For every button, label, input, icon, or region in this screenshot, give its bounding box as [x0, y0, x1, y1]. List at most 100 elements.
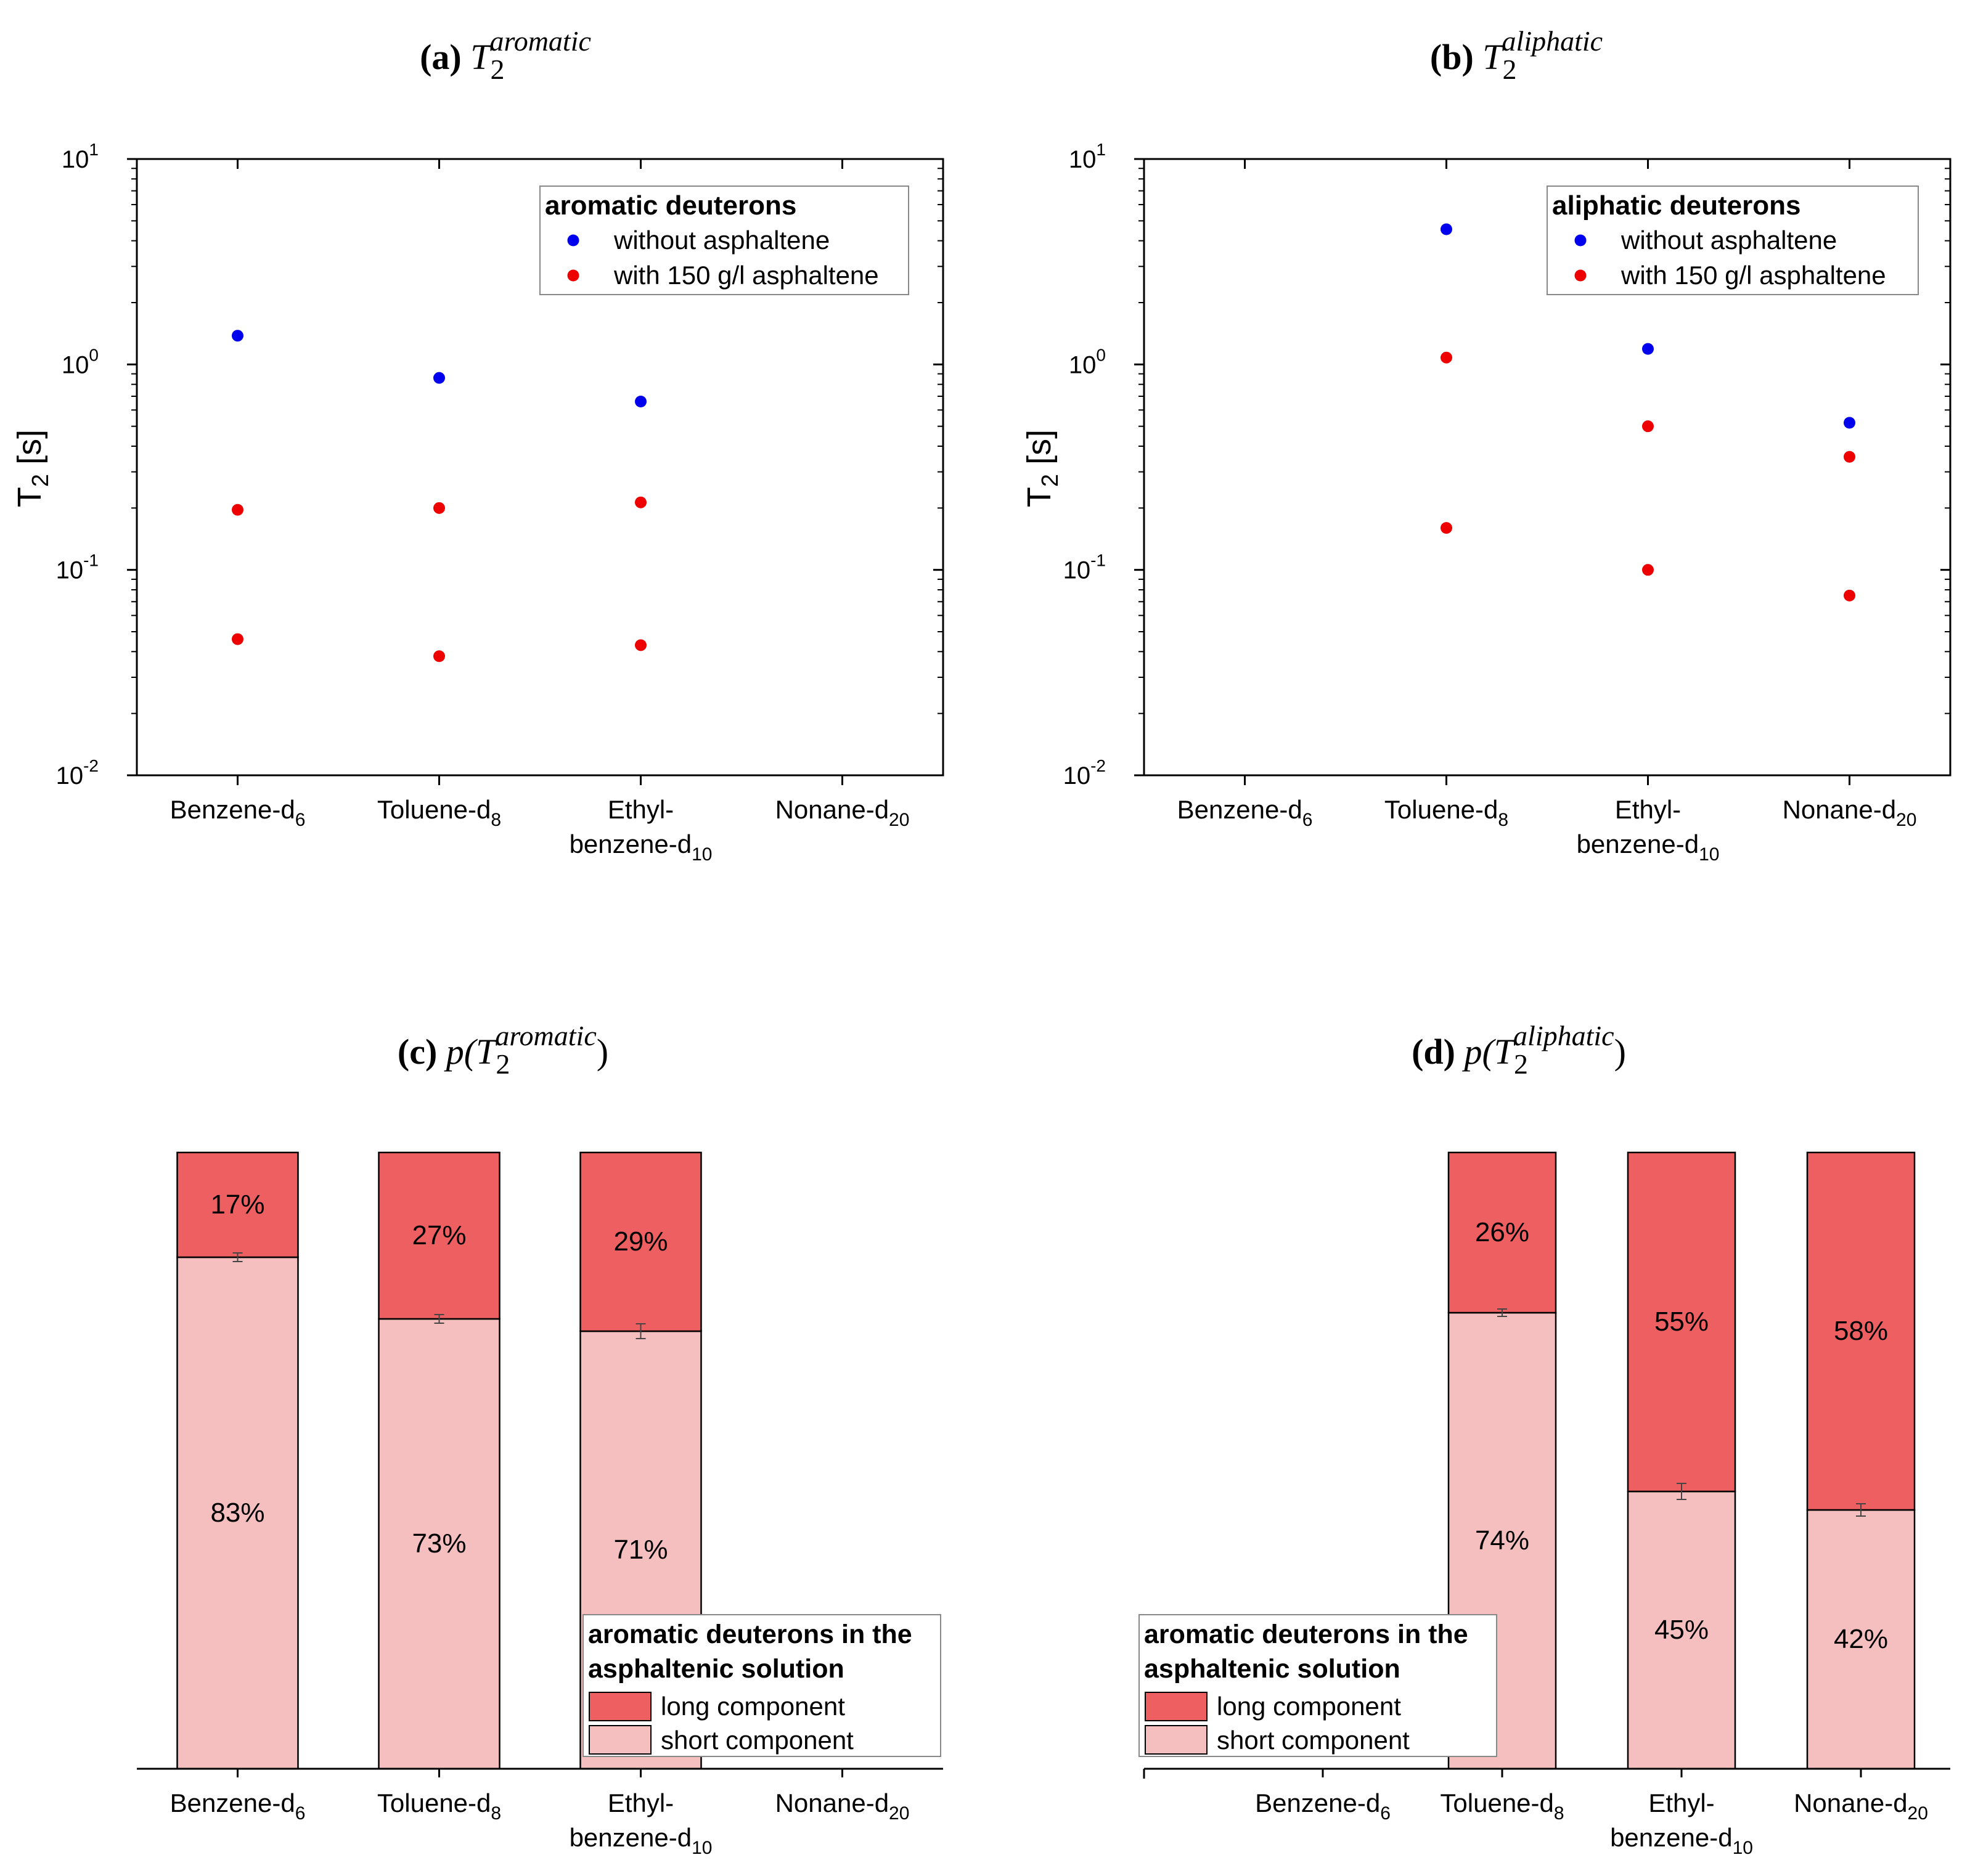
panel-a-category-label-1-text: Toluene-d: [377, 795, 491, 824]
panel-c-category-label-1-sub: 8: [491, 1803, 501, 1824]
panel-a-point-without-asphaltene-2: [635, 396, 647, 407]
panel-b-legend-marker-red: [1575, 270, 1587, 282]
panel-c-category-label-0-text: Benzene-d: [170, 1788, 295, 1817]
panel-b-legend: aliphatic deuterons without asphaltene w…: [1547, 186, 1918, 295]
panel-c-title-superscript: aromatic: [495, 1020, 596, 1051]
panel-c-category-label-2-line2-text: benzene-d: [570, 1823, 692, 1852]
panel-b-category-label-2-line2: benzene-d10: [1577, 830, 1720, 865]
panel-d-bar-long-label-2: 55%: [1654, 1307, 1709, 1337]
panel-d-title: (d) p(T2aliphatic): [1412, 1020, 1626, 1080]
panel-d-category-label-1: Toluene-d8: [1440, 1788, 1564, 1824]
panel-c-legend-item-long: long component: [661, 1692, 845, 1721]
panel-c-legend-title-line1: aromatic deuterons in the: [588, 1620, 912, 1649]
panel-a-point-with-asphaltene-5: [635, 639, 647, 651]
panel-a-category-label-0-sub: 6: [295, 810, 306, 830]
panel-b-category-label-0-text: Benzene-d: [1177, 795, 1302, 824]
panel-c-title-space: [437, 1032, 446, 1072]
panel-a-legend: aromatic deuterons without asphaltene wi…: [540, 186, 909, 295]
panel-d-legend-item-long: long component: [1217, 1692, 1401, 1721]
panel-b-ylabel-sub: 2: [1037, 474, 1063, 487]
panel-b-ylabel-main: T: [1021, 487, 1058, 507]
panel-b-legend-item-without: without asphaltene: [1621, 226, 1837, 255]
panel-a-point-with-asphaltene-2: [635, 497, 647, 508]
panel-d-category-label-2-line2: benzene-d10: [1610, 1823, 1753, 1858]
panel-d-category-label-2-text: Ethyl-: [1648, 1788, 1714, 1817]
panel-a-y-tick-label-0: 10-2: [56, 756, 99, 789]
panel-a-t2-aromatic: (a) T2aromatic T2 [s] 10-210-1100101 Ben…: [11, 25, 943, 865]
panel-a-ylabel-rest: [s]: [11, 430, 48, 474]
panel-c-x-ticks: Benzene-d6 Toluene-d8 Ethyl-benzene-d10 Non…: [170, 1769, 910, 1858]
panel-c-title-prefix: p(: [444, 1032, 478, 1072]
panel-c-category-label-2-line2: benzene-d10: [570, 1823, 713, 1858]
panel-a-ylabel-main: T: [11, 487, 48, 507]
panel-a-category-label-1-sub: 8: [491, 810, 501, 830]
panel-d-bar-short-label-3: 42%: [1834, 1624, 1888, 1654]
panel-c-category-label-3-text: Nonane-d: [775, 1788, 889, 1817]
panel-c-bar-long-label-0: 17%: [210, 1189, 264, 1220]
panel-b-category-label-1-sub: 8: [1498, 810, 1508, 830]
panel-b-title-subscript: 2: [1503, 54, 1517, 85]
panel-a-legend-title: aromatic deuterons: [545, 190, 796, 221]
panel-a-point-with-asphaltene-3: [232, 634, 243, 645]
panel-d-category-label-3-text: Nonane-d: [1794, 1788, 1907, 1817]
panel-a-point-without-asphaltene-0: [232, 330, 243, 341]
panel-b-y-tick-label-3: 101: [1069, 140, 1106, 173]
panel-c-bar-short-label-0: 83%: [210, 1498, 264, 1528]
panel-b-ylabel-rest: [s]: [1021, 430, 1058, 474]
panel-b-y-tick-exp-0: -2: [1090, 756, 1106, 775]
figure: (a) T2aromatic T2 [s] 10-210-1100101 Ben…: [0, 0, 1970, 1876]
panel-b-y-tick-base-0: 10: [1063, 762, 1091, 789]
panel-a-title-letter: (a): [420, 37, 462, 77]
panel-d-bar-short-label-2: 45%: [1654, 1615, 1709, 1645]
panel-c-title-letter: (c): [398, 1032, 437, 1072]
panel-a-category-label-0-text: Benzene-d: [170, 795, 295, 824]
panel-b-category-label-3-sub: 20: [1896, 810, 1916, 830]
panel-b-category-label-2: Ethyl-: [1615, 795, 1681, 824]
panel-b-y-tick-label-2: 100: [1069, 345, 1106, 378]
panel-b-title-superscript: aliphatic: [1502, 25, 1603, 57]
panel-a-title-space: [462, 37, 471, 77]
panel-a-category-label-2-line2-sub: 10: [692, 844, 712, 865]
panel-a-title: (a) T2aromatic: [420, 25, 591, 85]
panel-d-title-space: [1455, 1032, 1465, 1072]
panel-c-category-label-2-text: Ethyl-: [608, 1788, 674, 1817]
panel-a-points: [232, 330, 647, 662]
panel-a-y-tick-base-2: 10: [62, 351, 89, 378]
panel-a-category-label-2-text: Ethyl-: [608, 795, 674, 824]
panel-a-point-with-asphaltene-4: [433, 650, 445, 662]
panel-b-title: (b) T2aliphatic: [1430, 25, 1603, 85]
panel-b-category-label-3-text: Nonane-d: [1783, 795, 1896, 824]
panel-a-legend-marker-red: [568, 270, 579, 282]
panel-c-category-label-0: Benzene-d6: [170, 1788, 306, 1824]
panel-b-y-tick-base-2: 10: [1069, 351, 1097, 378]
panel-c-category-label-3: Nonane-d20: [775, 1788, 910, 1824]
panel-d-title-prefix: p(: [1461, 1032, 1496, 1072]
panel-a-point-with-asphaltene-0: [232, 504, 243, 516]
panel-c-title-subscript: 2: [496, 1048, 510, 1080]
panel-c-p-t2-aromatic: (c) p(T2aromatic) 17%83%27%73%29%71% Ben…: [137, 1020, 943, 1858]
panel-b-y-tick-label-1: 10-1: [1063, 551, 1106, 584]
panel-a-point-without-asphaltene-1: [433, 372, 445, 384]
panel-a-y-tick-base-0: 10: [56, 762, 84, 789]
panel-a-legend-item-with: with 150 g/l asphaltene: [613, 261, 879, 290]
panel-c-category-label-1-text: Toluene-d: [377, 1788, 491, 1817]
panel-a-category-label-2: Ethyl-: [608, 795, 674, 824]
panel-d-category-label-1-sub: 8: [1554, 1803, 1564, 1824]
panel-b-y-tick-base-1: 10: [1063, 557, 1091, 584]
panel-d-category-label-1-text: Toluene-d: [1440, 1788, 1553, 1817]
panel-d-bar-short-label-1: 74%: [1475, 1525, 1529, 1556]
panel-c-title-suffix: ): [597, 1032, 608, 1072]
panel-a-y-tick-label-3: 101: [62, 140, 99, 173]
panel-d-category-label-3: Nonane-d20: [1794, 1788, 1928, 1824]
panel-b-point-without-asphaltene-2: [1844, 417, 1855, 428]
panel-a-y-tick-label-1: 10-1: [56, 551, 99, 584]
panel-d-title-suffix: ): [1614, 1032, 1626, 1072]
panel-c-legend: aromatic deuterons in the asphaltenic so…: [583, 1615, 941, 1756]
panel-b-point-with-asphaltene-3: [1441, 522, 1452, 534]
panel-a-ylabel-sub: 2: [28, 474, 54, 487]
panel-d-legend-title-line2: asphaltenic solution: [1144, 1654, 1400, 1684]
panel-a-title-superscript: aromatic: [490, 25, 591, 57]
panel-b-point-with-asphaltene-0: [1441, 352, 1452, 364]
panel-a-category-label-3: Nonane-d20: [775, 795, 910, 830]
